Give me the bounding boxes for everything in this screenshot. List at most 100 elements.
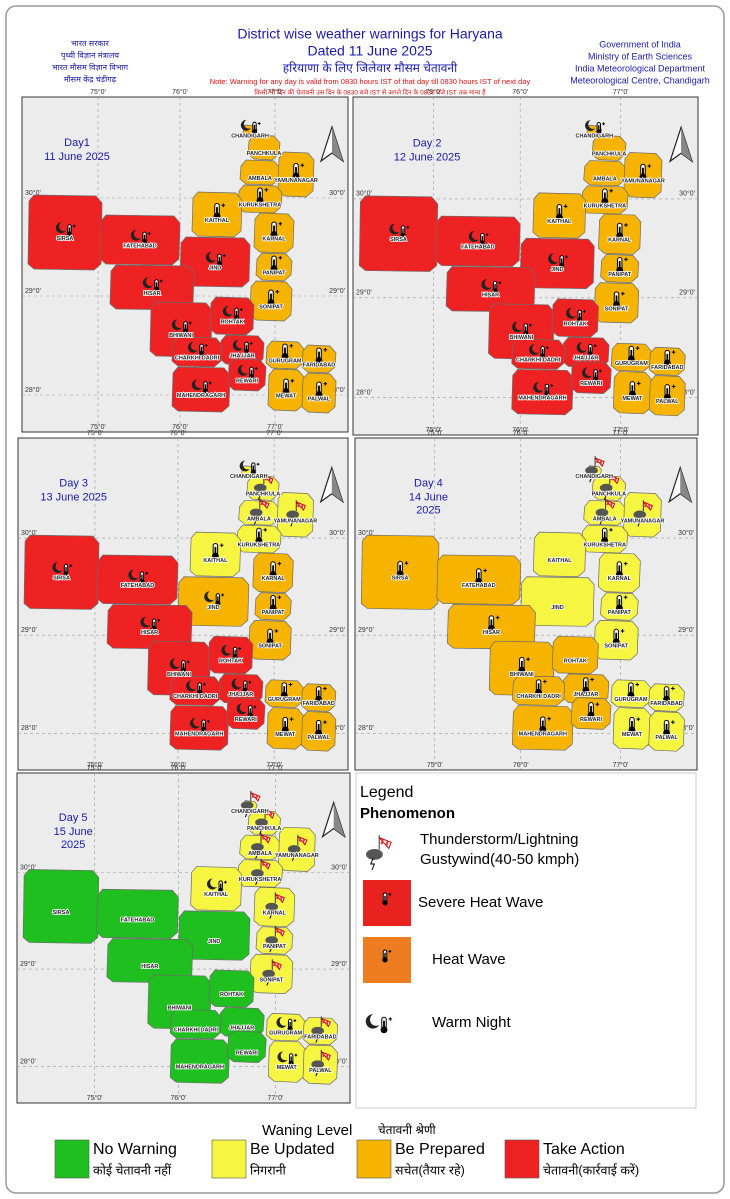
- district-label: CHANDIGARH: [575, 134, 613, 140]
- district-label: SONIPAT: [258, 644, 282, 650]
- district-label: BHIWANI: [169, 333, 193, 339]
- district-label: FATEHABAD: [461, 245, 495, 251]
- latitude-label: 30°0': [358, 529, 374, 537]
- thermometer-bulb: [180, 667, 187, 673]
- thermometer-bulb: [153, 286, 160, 292]
- district-area: [227, 1030, 267, 1063]
- heat-icon: [639, 163, 652, 181]
- district-label: KURUKSHETRA: [239, 877, 282, 883]
- plus-sign: [277, 561, 282, 566]
- crescent-moon: [365, 1014, 380, 1029]
- district-label: ROHTAK: [219, 658, 242, 664]
- district-label: PANIPAT: [262, 610, 286, 616]
- thermometer-fill: [630, 349, 633, 359]
- heat-icon: [627, 345, 640, 363]
- heat-icon: [315, 347, 328, 365]
- storm-cloud: [240, 801, 254, 810]
- longitude-label: 77°0': [613, 426, 629, 434]
- latitude-label: 30°0': [356, 190, 372, 198]
- district-label: ROHTAK: [220, 319, 243, 325]
- plus-sign: [186, 660, 190, 664]
- thermometer-bulb: [270, 265, 278, 273]
- thermometer-bulb: [315, 695, 323, 703]
- thermometer-bulb: [627, 691, 635, 699]
- storm-cloud: [286, 510, 299, 519]
- district-label: PANCHKULA: [247, 151, 281, 157]
- thermometer-fill: [290, 1056, 292, 1063]
- windsock-stripe: [260, 501, 268, 507]
- district-label: PANIPAT: [608, 272, 632, 278]
- heat-icon: [269, 594, 282, 612]
- plus-sign: [208, 381, 212, 385]
- night-icon: [481, 279, 502, 294]
- thermometer-fill: [618, 226, 621, 235]
- district-area: [247, 134, 281, 161]
- storm-cloud: [595, 508, 609, 517]
- thermometer-fill: [665, 723, 668, 733]
- plus-sign: [256, 462, 260, 466]
- storm-cloud: [287, 845, 301, 854]
- district-label: CHARKHI DADRI: [516, 694, 561, 700]
- crescent-moon: [239, 460, 250, 472]
- latitude-label: 28°0': [329, 386, 345, 394]
- district-label: MEWAT: [277, 1065, 298, 1071]
- issue-date: Dated 11 June 2025: [307, 43, 432, 59]
- thermometer-bulb: [663, 359, 671, 367]
- district-label: MEWAT: [622, 732, 643, 738]
- thunder-icon: [251, 858, 271, 886]
- thermometer-bulb: [396, 570, 404, 578]
- district-label: JIND: [551, 267, 564, 273]
- district-area: [591, 134, 627, 161]
- thermometer-bulb: [266, 638, 274, 646]
- thermometer-bulb: [197, 689, 203, 695]
- district-label: AMBALA: [593, 177, 617, 183]
- thermometer-fill: [245, 344, 248, 351]
- thermometer-fill: [284, 720, 287, 730]
- thermometer-bulb: [250, 469, 256, 475]
- day-date: 12 June 2025: [394, 151, 461, 163]
- thermometer-fill: [603, 192, 606, 201]
- district-area: [177, 576, 250, 627]
- plus-sign: [263, 528, 268, 532]
- plus-sign: [204, 344, 208, 347]
- day-date: 15 June: [54, 826, 93, 838]
- thermometer-bulb: [639, 173, 647, 181]
- longitude-label: 75°0': [87, 764, 103, 772]
- heat-icon: [282, 378, 295, 396]
- windsock-stripe: [322, 1019, 329, 1025]
- lightning: [268, 909, 273, 919]
- district-label: REWARI: [580, 717, 602, 723]
- plus-sign: [323, 348, 328, 352]
- district-area: [27, 194, 103, 271]
- thermometer-bulb: [256, 197, 264, 205]
- lightning: [290, 851, 295, 862]
- header-left-line: मौसम केंद्र चंडीगढ़: [64, 74, 117, 84]
- header-left-line: पृथ्वी विज्ञान मंत्रालय: [61, 50, 119, 61]
- night-icon: [185, 680, 206, 695]
- thunder-icon: [595, 498, 616, 525]
- district-label: GURUGRAM: [614, 697, 647, 703]
- district-label: FARIDABAD: [650, 701, 682, 707]
- thermometer-fill: [666, 353, 669, 363]
- thermometer-fill: [143, 234, 146, 241]
- district-label: PANCHKULA: [247, 826, 281, 832]
- windsock-stripe: [322, 1052, 329, 1059]
- plus-sign: [264, 188, 269, 192]
- warning-swatch: [356, 1139, 392, 1179]
- thermometer-bulb: [63, 571, 69, 577]
- thermometer-bulb: [211, 552, 219, 560]
- night-icon: [468, 231, 489, 246]
- thermometer-bulb: [233, 315, 240, 321]
- plus-sign: [485, 233, 489, 237]
- thermometer-bulb: [555, 213, 563, 221]
- legend-symbol: [363, 880, 411, 926]
- heat-icon: [616, 222, 628, 240]
- thermometer-bulb: [544, 391, 550, 397]
- district-label: FARIDABAD: [303, 362, 335, 368]
- crescent-moon: [236, 703, 247, 715]
- day-label: Day 3: [59, 477, 88, 489]
- thermometer-fill: [216, 207, 218, 216]
- crescent-moon: [576, 342, 587, 353]
- district-area: [171, 366, 231, 413]
